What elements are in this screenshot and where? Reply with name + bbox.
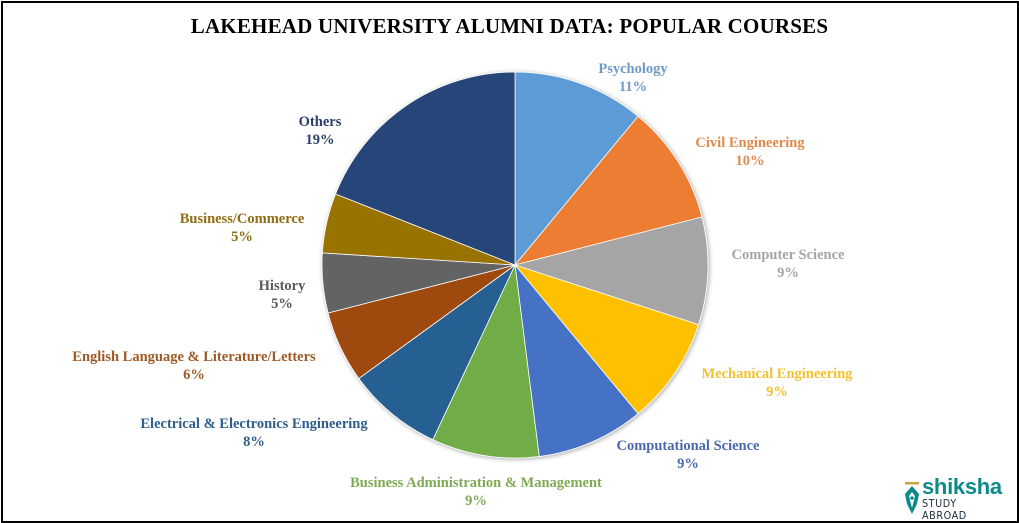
chart-title: LAKEHEAD UNIVERSITY ALUMNI DATA: POPULAR… (190, 14, 829, 38)
pie-slice-psychology (514, 71, 639, 267)
pen-nib-icon (905, 482, 919, 514)
pie-slice-electrical-electronics-engineering (358, 264, 516, 441)
label-english-language: English Language & Literature/Letters 6% (72, 349, 316, 383)
pie-slice-others (335, 71, 516, 266)
pie-slice-computational-science (514, 263, 639, 457)
label-history: History 5% (258, 278, 306, 312)
label-computational-science: Computational Science 9% (616, 438, 760, 472)
pie-slice-civil-engineering (513, 115, 703, 266)
label-civil-engineering: Civil Engineering 10% (695, 135, 805, 169)
label-business-administration: Business Administration & Management 9% (350, 475, 602, 509)
shiksha-logo: shiksha STUDY ABROAD (900, 474, 1012, 522)
label-mechanical-engineering: Mechanical Engineering 9% (701, 366, 853, 400)
label-electrical-engineering: Electrical & Electronics Engineering 8% (140, 416, 368, 450)
label-computer-science: Computer Science 9% (731, 247, 845, 281)
pie-slice-business-administration-management (432, 263, 540, 459)
pie-slice-computer-science (513, 216, 709, 326)
label-business-commerce: Business/Commerce 5% (179, 211, 305, 245)
label-psychology: Psychology 11% (598, 61, 668, 95)
logo-brand: shiksha (922, 474, 1002, 499)
label-others: Others 19% (298, 114, 342, 148)
logo-tagline: STUDY ABROAD (922, 498, 967, 522)
pie-slice-mechanical-engineering (513, 264, 700, 415)
